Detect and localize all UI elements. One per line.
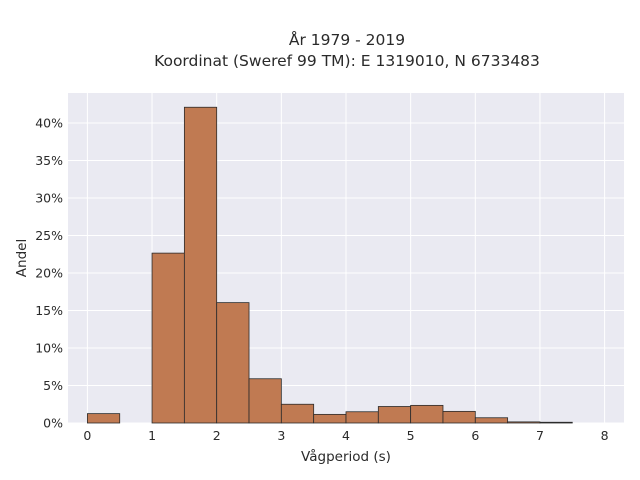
- bar-10: [410, 404, 444, 424]
- y-tick-label-6: 30%: [35, 191, 63, 206]
- bar-9: [377, 406, 412, 424]
- y-tick-label-4: 20%: [35, 266, 63, 281]
- bar-0: [86, 413, 121, 424]
- y-tick-label-5: 25%: [35, 228, 63, 243]
- bar-11: [442, 410, 476, 424]
- bar-5: [248, 378, 282, 424]
- bar-14: [539, 421, 573, 424]
- y-axis-label: Andel: [14, 239, 30, 277]
- bar-3: [183, 106, 218, 424]
- bar-6: [280, 403, 315, 424]
- chart-title-line-1: År 1979 - 2019: [289, 30, 405, 49]
- bar-12: [474, 417, 509, 424]
- x-axis-label: Vågperiod (s): [301, 448, 391, 465]
- x-tick-label-4: 4: [342, 428, 350, 443]
- chart-title-line-2: Koordinat (Sweref 99 TM): E 1319010, N 6…: [154, 52, 540, 70]
- y-tick-label-8: 40%: [35, 116, 63, 131]
- x-tick-label-7: 7: [536, 428, 544, 443]
- y-tick-label-1: 5%: [43, 378, 63, 393]
- bar-7: [313, 413, 347, 424]
- x-tick-label-3: 3: [277, 428, 285, 443]
- y-tick-label-3: 15%: [35, 303, 63, 318]
- y-tick-label-2: 10%: [35, 341, 63, 356]
- x-tick-labels: 0 1 2 3 4 5 6 7 8: [83, 428, 608, 443]
- x-tick-label-2: 2: [213, 428, 221, 443]
- x-tick-label-6: 6: [471, 428, 479, 443]
- bar-13: [507, 421, 541, 424]
- y-tick-label-0: 0%: [43, 416, 63, 431]
- bar-8: [345, 411, 379, 424]
- x-tick-label-8: 8: [601, 428, 609, 443]
- x-tick-label-1: 1: [148, 428, 156, 443]
- y-tick-labels: 0% 5% 10% 15% 20% 25% 30% 35% 40%: [35, 116, 63, 431]
- bars: [86, 106, 573, 424]
- bar-2: [151, 252, 185, 424]
- x-tick-label-0: 0: [83, 428, 91, 443]
- bar-4: [216, 302, 250, 424]
- x-tick-label-5: 5: [407, 428, 415, 443]
- y-tick-label-7: 35%: [35, 153, 63, 168]
